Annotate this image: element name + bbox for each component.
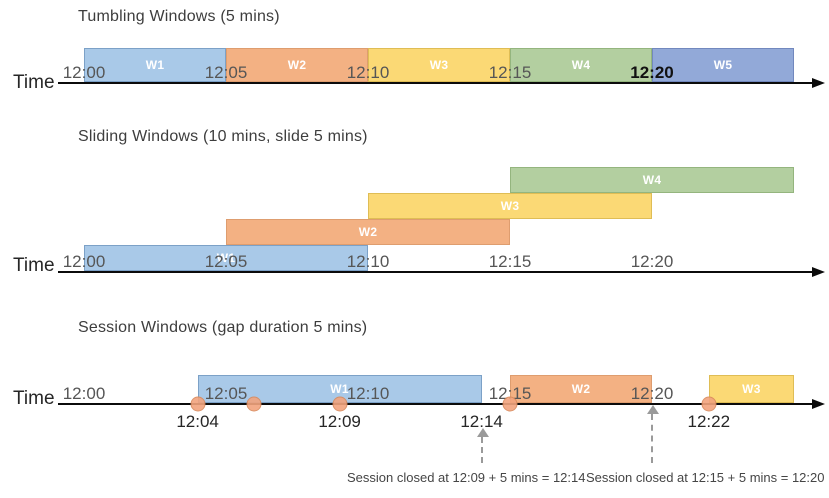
window-label: W1 bbox=[216, 251, 236, 265]
right-arrowhead-icon bbox=[812, 267, 825, 277]
right-arrowhead-icon bbox=[812, 399, 825, 409]
time-axis-label-sliding: Time bbox=[13, 255, 55, 276]
window-sliding-w3: W3 bbox=[368, 193, 652, 219]
event-dot bbox=[701, 396, 717, 412]
window-tumbling-w1: W1 bbox=[84, 48, 226, 82]
tick-label-tumbling: 12:15 bbox=[488, 63, 532, 82]
event-time-label: 12:04 bbox=[176, 412, 219, 431]
event-time-label: 12:22 bbox=[687, 412, 731, 431]
window-label: W4 bbox=[571, 58, 591, 72]
up-arrowhead-icon bbox=[647, 405, 659, 414]
window-tumbling-w2: W2 bbox=[226, 48, 368, 82]
time-axis-label-session: Time bbox=[13, 388, 55, 409]
session-closed-annotation-2: Session closed at 12:15 + 5 mins = 12:20 bbox=[586, 470, 825, 485]
tick-label-sliding: 12:05 bbox=[204, 252, 248, 271]
tick-label-tumbling: 12:05 bbox=[204, 63, 248, 82]
session-close-arrow-1 bbox=[476, 428, 489, 463]
window-label: W2 bbox=[571, 382, 591, 396]
tick-label-tumbling: 12:10 bbox=[346, 63, 390, 82]
section-title-session: Session Windows (gap duration 5 mins) bbox=[78, 319, 368, 336]
event-dot bbox=[246, 396, 262, 412]
tick-label-session: 12:20 bbox=[630, 384, 674, 403]
session-closed-annotation-1: Session closed at 12:09 + 5 mins = 12:14 bbox=[347, 470, 586, 485]
event-dot bbox=[332, 396, 348, 412]
window-tumbling-w5: W5 bbox=[652, 48, 794, 82]
window-label: W4 bbox=[642, 173, 662, 187]
tick-label-session: 12:10 bbox=[346, 384, 390, 403]
timeline-session bbox=[58, 399, 825, 409]
window-label: W3 bbox=[500, 199, 520, 213]
window-tumbling-w4: W4 bbox=[510, 48, 652, 82]
event-time-label: 12:09 bbox=[318, 412, 361, 431]
right-arrowhead-icon bbox=[812, 78, 825, 88]
window-sliding-w2: W2 bbox=[226, 219, 510, 245]
tick-label-tumbling: 12:00 bbox=[62, 63, 106, 82]
session-close-arrow-2 bbox=[647, 405, 659, 463]
window-sliding-w1: W1 bbox=[84, 245, 368, 271]
tick-label-sliding: 12:20 bbox=[630, 252, 674, 271]
window-label: W3 bbox=[742, 382, 761, 396]
window-tumbling-w3: W3 bbox=[368, 48, 510, 82]
window-label: W5 bbox=[713, 58, 733, 72]
tick-label-tumbling: 12:20 bbox=[630, 63, 674, 82]
tick-label-sliding: 12:00 bbox=[62, 252, 106, 271]
tick-label-sliding: 12:10 bbox=[346, 252, 390, 271]
tick-label-sliding: 12:15 bbox=[488, 252, 532, 271]
event-dot bbox=[502, 396, 518, 412]
window-sliding-w4: W4 bbox=[510, 167, 794, 193]
window-label: W2 bbox=[358, 225, 378, 239]
tick-label-session: 12:15 bbox=[488, 384, 532, 403]
window-label: W3 bbox=[429, 58, 449, 72]
window-label: W1 bbox=[330, 382, 349, 396]
event-dot bbox=[190, 396, 206, 412]
window-label: W2 bbox=[287, 58, 307, 72]
window-session-w2: W2 bbox=[510, 375, 652, 403]
tick-label-session: 12:00 bbox=[62, 384, 106, 403]
section-title-tumbling: Tumbling Windows (5 mins) bbox=[78, 8, 280, 25]
up-arrowhead-icon bbox=[476, 428, 489, 437]
timeline-tumbling bbox=[58, 78, 825, 88]
timeline-sliding bbox=[58, 267, 825, 277]
tick-label-session: 12:05 bbox=[204, 384, 248, 403]
event-time-label: 12:14 bbox=[460, 412, 503, 431]
time-axis-label-tumbling: Time bbox=[13, 72, 55, 93]
window-label: W1 bbox=[145, 58, 165, 72]
window-session-w3: W3 bbox=[708, 375, 794, 403]
section-title-sliding: Sliding Windows (10 mins, slide 5 mins) bbox=[78, 128, 368, 145]
